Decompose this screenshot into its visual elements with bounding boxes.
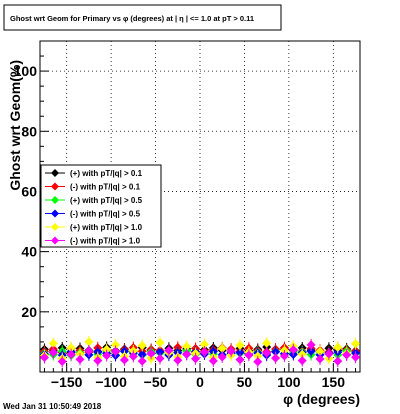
timestamp: Wed Jan 31 10:50:49 2018 — [3, 402, 102, 411]
data-point — [271, 353, 281, 363]
data-point — [199, 347, 209, 357]
data-point — [155, 353, 165, 363]
data-point — [324, 349, 334, 359]
data-point — [297, 356, 307, 366]
legend-marker — [51, 169, 59, 177]
x-tick-label: −50 — [144, 374, 168, 390]
data-point — [351, 352, 361, 362]
axis-ticks — [40, 55, 357, 372]
data-point — [66, 350, 76, 360]
tick-labels: −150 −100 −50 0 50 100 150 20 40 60 80 100 — [14, 63, 346, 390]
y-tick-label: 60 — [21, 183, 37, 199]
data-point — [102, 350, 112, 360]
data-point — [235, 347, 245, 357]
data-point — [333, 356, 343, 366]
data-point — [93, 356, 103, 366]
data-point — [262, 348, 272, 358]
legend-entries: (+) with pT/|q| > 0.1 (-) with pT/|q| > 0… — [45, 169, 143, 246]
legend-marker — [51, 209, 59, 218]
legend-label: (+) with pT/|q| > 1.0 — [70, 223, 143, 232]
data-point — [297, 349, 307, 359]
data-point — [235, 340, 245, 350]
legend-marker — [51, 196, 59, 204]
data-point — [155, 338, 165, 348]
legend-marker — [51, 223, 59, 231]
data-point — [271, 347, 281, 357]
y-tick-label: 80 — [21, 123, 37, 139]
data-point — [173, 355, 183, 365]
legend-marker — [51, 182, 59, 191]
legend-box — [40, 164, 162, 248]
legend-marker — [51, 236, 59, 245]
data-point — [235, 355, 245, 365]
data-point — [288, 345, 298, 355]
data-point — [39, 353, 49, 363]
x-tick-label: 100 — [277, 374, 301, 390]
data-point — [137, 341, 147, 351]
data-point — [253, 357, 263, 367]
data-point — [111, 340, 121, 350]
data-point — [84, 346, 94, 356]
data-point — [199, 339, 209, 349]
x-tick-label: 0 — [196, 374, 204, 390]
data-point — [137, 356, 147, 366]
data-point — [244, 350, 254, 360]
data-point — [48, 347, 58, 357]
data-point — [226, 346, 236, 356]
x-tick-label: −150 — [51, 374, 83, 390]
data-point — [279, 351, 289, 361]
x-axis-title: φ (degrees) — [283, 391, 360, 407]
data-point — [182, 349, 192, 359]
x-tick-label: 50 — [237, 374, 253, 390]
x-tick-label: 150 — [322, 374, 346, 390]
data-point — [342, 350, 352, 360]
data-point — [66, 343, 76, 353]
grid — [40, 41, 360, 372]
title-box — [3, 4, 282, 31]
data-point — [306, 346, 316, 356]
data-point — [333, 342, 343, 352]
x-tick-label: −100 — [95, 374, 127, 390]
y-tick-label: 20 — [21, 304, 37, 320]
data-point — [84, 337, 94, 347]
data-point — [191, 354, 201, 364]
legend-label: (-) with pT/|q| > 1.0 — [70, 237, 141, 246]
data-point — [351, 339, 361, 349]
legend-label: (+) with pT/|q| > 0.1 — [70, 169, 143, 178]
data-point — [217, 344, 227, 354]
data-point — [111, 347, 121, 357]
legend: (+) with pT/|q| > 0.1 (-) with pT/|q| > 0… — [40, 164, 162, 248]
legend-label: (+) with pT/|q| > 0.5 — [70, 196, 143, 205]
data-point — [137, 350, 147, 360]
data-point — [262, 338, 272, 348]
y-tick-label: 100 — [14, 63, 38, 79]
data-point — [119, 355, 129, 365]
legend-label: (-) with pT/|q| > 0.5 — [70, 210, 141, 219]
data-point — [128, 351, 138, 361]
legend-label: (-) with pT/|q| > 0.1 — [70, 183, 141, 192]
data-point — [315, 354, 325, 364]
data-point — [146, 348, 156, 358]
data-point — [75, 354, 85, 364]
data-point — [57, 356, 67, 366]
data-point — [208, 356, 218, 366]
y-axis-title: Ghost wrt Geom(%) — [7, 60, 23, 191]
data-point — [155, 347, 165, 357]
data-point — [102, 344, 112, 354]
data-point — [315, 347, 325, 357]
data-point — [217, 352, 227, 362]
data-point — [164, 345, 174, 355]
data-points — [39, 335, 361, 368]
y-tick-label: 40 — [21, 244, 37, 260]
data-point — [182, 341, 192, 351]
chart-title: Ghost wrt Geom for Primary vs φ (degrees… — [10, 14, 254, 23]
data-point — [306, 340, 316, 350]
data-point — [48, 338, 58, 348]
